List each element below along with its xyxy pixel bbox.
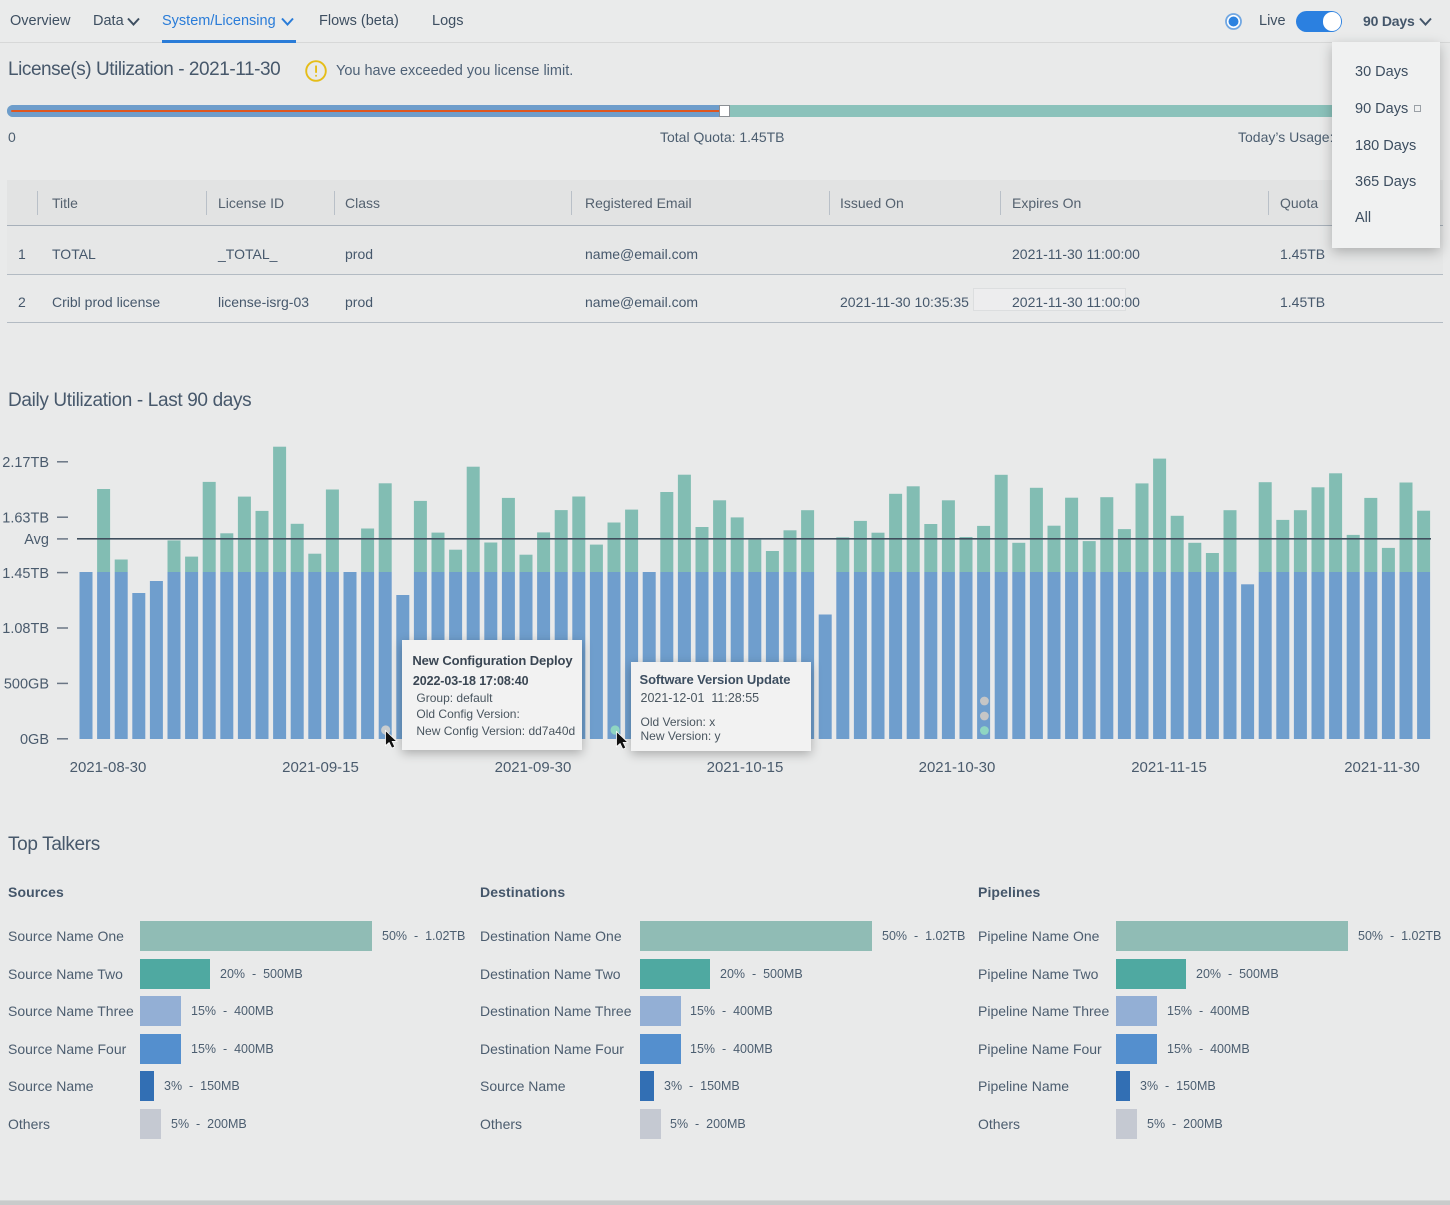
svg-text:2021-10-30: 2021-10-30 <box>919 759 996 776</box>
svg-text:1.08TB: 1.08TB <box>2 621 49 637</box>
svg-text:Avg: Avg <box>24 532 49 548</box>
svg-text:2021-10-15: 2021-10-15 <box>707 759 784 776</box>
svg-text:500GB: 500GB <box>4 677 49 693</box>
svg-text:1.45TB: 1.45TB <box>2 566 49 582</box>
svg-text:2021-09-30: 2021-09-30 <box>495 759 572 776</box>
svg-text:2.17TB: 2.17TB <box>2 455 49 471</box>
svg-text:2021-09-15: 2021-09-15 <box>282 759 359 776</box>
svg-text:2021-08-30: 2021-08-30 <box>70 759 147 776</box>
svg-text:1.63TB: 1.63TB <box>2 510 49 526</box>
svg-text:2021-11-15: 2021-11-15 <box>1131 759 1207 776</box>
svg-text:0GB: 0GB <box>20 732 49 748</box>
svg-text:2021-11-30: 2021-11-30 <box>1344 759 1420 776</box>
